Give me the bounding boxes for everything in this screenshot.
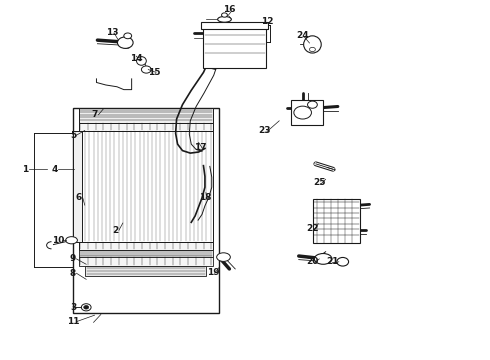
Ellipse shape	[294, 106, 312, 119]
Bar	[85, 266, 206, 276]
Text: 9: 9	[70, 255, 76, 264]
Text: 1: 1	[22, 165, 28, 174]
Ellipse shape	[310, 47, 316, 51]
Text: 22: 22	[306, 224, 318, 233]
Text: 17: 17	[194, 143, 206, 152]
Bar	[79, 131, 213, 242]
Text: 15: 15	[148, 68, 161, 77]
Bar	[73, 131, 82, 242]
Ellipse shape	[221, 13, 227, 17]
Text: 14: 14	[130, 54, 143, 63]
Bar	[73, 108, 219, 313]
Bar	[203, 25, 266, 68]
Text: 19: 19	[207, 268, 220, 277]
Bar	[292, 100, 323, 125]
Text: 3: 3	[70, 303, 76, 312]
Ellipse shape	[315, 253, 332, 264]
Text: 18: 18	[198, 193, 211, 202]
Bar	[314, 199, 360, 243]
Bar	[79, 249, 213, 257]
Text: 21: 21	[327, 257, 339, 266]
Bar	[79, 257, 213, 266]
Text: 25: 25	[313, 178, 325, 187]
Ellipse shape	[142, 66, 151, 73]
Polygon shape	[97, 79, 132, 90]
Text: 6: 6	[76, 193, 82, 202]
Ellipse shape	[218, 17, 231, 22]
Ellipse shape	[124, 33, 132, 39]
Text: 10: 10	[52, 236, 65, 245]
Bar	[79, 108, 213, 123]
Text: 16: 16	[223, 5, 236, 14]
Text: 24: 24	[296, 31, 309, 40]
Text: 2: 2	[112, 226, 119, 235]
Text: 13: 13	[106, 28, 119, 37]
Ellipse shape	[66, 237, 77, 244]
Text: 8: 8	[70, 269, 76, 278]
Text: 12: 12	[261, 17, 273, 26]
Ellipse shape	[217, 253, 230, 261]
Text: 5: 5	[70, 131, 76, 140]
Text: 20: 20	[306, 257, 318, 266]
Text: 23: 23	[258, 126, 271, 135]
Bar	[201, 22, 269, 30]
Text: 7: 7	[91, 110, 98, 119]
Ellipse shape	[118, 37, 133, 48]
Ellipse shape	[337, 257, 348, 266]
Ellipse shape	[137, 57, 147, 65]
Text: 11: 11	[67, 317, 79, 326]
Bar	[79, 242, 213, 249]
Bar	[79, 123, 213, 131]
Ellipse shape	[81, 304, 91, 311]
Ellipse shape	[84, 306, 89, 309]
Ellipse shape	[308, 101, 318, 108]
Text: 4: 4	[51, 165, 58, 174]
Ellipse shape	[304, 36, 321, 53]
